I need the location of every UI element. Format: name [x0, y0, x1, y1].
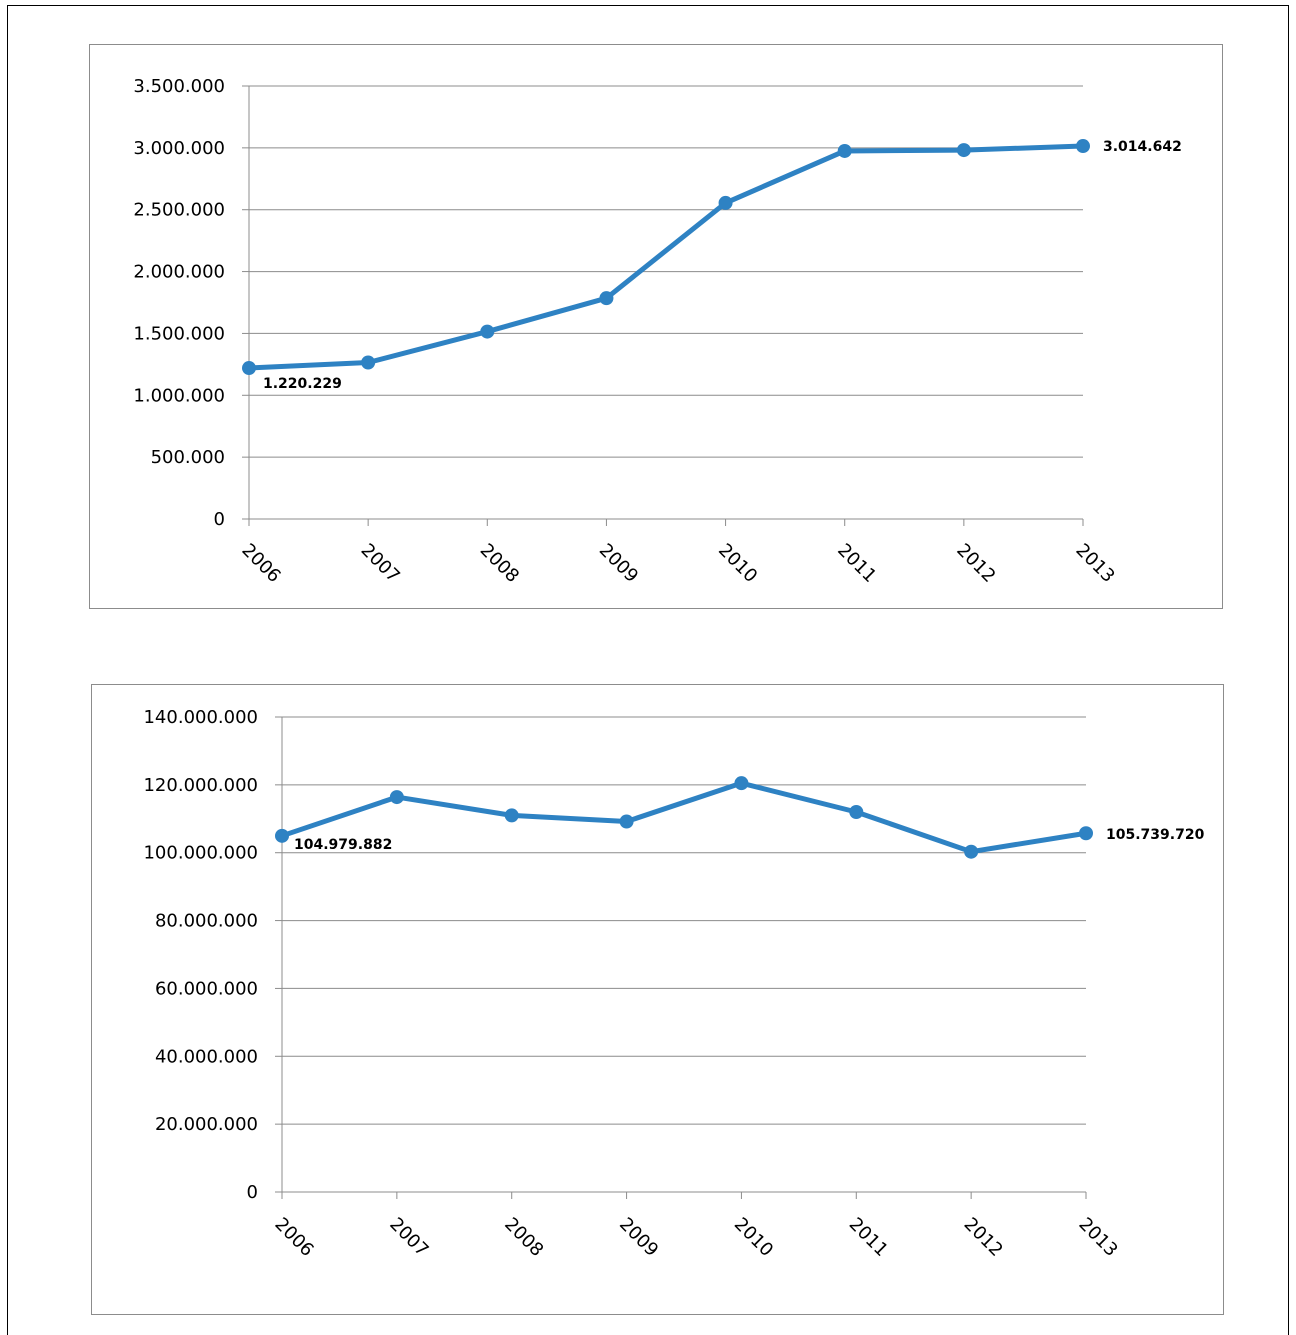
chart-1-data-point: [361, 355, 376, 370]
chart-2-y-tick-label: 40.000.000: [155, 1046, 258, 1067]
chart-2-data-label: 104.979.882: [294, 837, 392, 853]
chart-1-x-tick-label: 2007: [357, 540, 404, 587]
chart-1-series-line: [246, 143, 1086, 371]
chart-1: 0 500.000 1.000.000 1.500.000 2.000.000 2.500…: [89, 44, 1223, 609]
chart-2-y-tick-label: 0: [247, 1182, 258, 1203]
chart-1-data-point: [242, 361, 256, 376]
chart-2-x-tick-label: 2010: [730, 1214, 777, 1261]
chart-2-x-tick-label: 2008: [500, 1214, 547, 1261]
chart-1-y-tick-label: 2.500.000: [133, 200, 225, 221]
chart-1-y-tick-label: 1.000.000: [133, 385, 225, 406]
chart-2-x-tick-label: 2007: [385, 1214, 432, 1261]
chart-1-data-point: [480, 324, 495, 339]
chart-2-y-tick-label: 140.000.000: [143, 707, 258, 728]
chart-1-x-tick-label: 2008: [476, 540, 523, 587]
chart-2-data-point: [389, 790, 404, 805]
chart-1-x-tick-label: 2009: [595, 540, 642, 587]
chart-2-y-tick-label: 20.000.000: [155, 1114, 258, 1135]
chart-2-data-point: [504, 808, 519, 823]
chart-2-x-tick-label: 2012: [960, 1214, 1007, 1261]
chart-2-data-point: [1079, 826, 1093, 841]
page-frame: [7, 5, 1289, 1335]
chart-1-data-point: [718, 195, 733, 210]
chart-2-svg: 0 20.000.000 40.000.000 60.000.000 80.000.00…: [143, 707, 1205, 1261]
chart-1-y-tick-label: 1.500.000: [133, 323, 225, 344]
chart-1-y-tick-label: 500.000: [151, 447, 225, 468]
chart-1-data-point: [599, 291, 614, 306]
chart-1-data-point: [956, 143, 971, 158]
chart-2-series-line: [279, 780, 1089, 855]
chart-2-y-tick-label: 120.000.000: [143, 775, 258, 796]
chart-2-x-tick-label: 2013: [1074, 1214, 1121, 1261]
chart-2-x-tick-label: 2011: [845, 1214, 892, 1261]
chart-2-data-point: [964, 844, 979, 859]
chart-1-data-label: 3.014.642: [1103, 139, 1182, 155]
chart-1-x-tick-label: 2006: [237, 540, 284, 587]
chart-2-data-point: [619, 814, 634, 829]
chart-1-x-tick-label: 2013: [1071, 540, 1118, 587]
chart-2-y-tick-label: 100.000.000: [143, 843, 258, 864]
chart-1-y-tick-label: 2.000.000: [133, 262, 225, 283]
chart-1-x-tick-label: 2011: [833, 540, 880, 587]
chart-1-x-tick-label: 2012: [952, 540, 999, 587]
chart-2: 0 20.000.000 40.000.000 60.000.000 80.000.00…: [91, 684, 1224, 1315]
chart-1-y-tick-label: 0: [214, 509, 225, 530]
chart-1-y-tick-label: 3.000.000: [133, 138, 225, 159]
chart-1-data-point: [837, 143, 852, 158]
chart-1-y-tick-label: 3.500.000: [133, 76, 225, 97]
chart-2-data-point: [275, 828, 289, 843]
chart-2-data-label: 105.739.720: [1106, 827, 1205, 843]
chart-2-x-tick-label: 2006: [270, 1214, 317, 1261]
chart-1-svg: 0 500.000 1.000.000 1.500.000 2.000.000 2.500…: [133, 76, 1182, 587]
chart-2-x-tick-label: 2009: [615, 1214, 662, 1261]
chart-2-data-point: [849, 805, 864, 819]
chart-2-y-tick-label: 80.000.000: [155, 911, 258, 932]
chart-1-data-label: 1.220.229: [263, 376, 342, 392]
chart-2-y-tick-label: 60.000.000: [155, 978, 258, 999]
chart-1-x-tick-label: 2010: [714, 540, 761, 587]
chart-2-data-point: [734, 776, 749, 791]
chart-1-data-point: [1076, 139, 1090, 154]
